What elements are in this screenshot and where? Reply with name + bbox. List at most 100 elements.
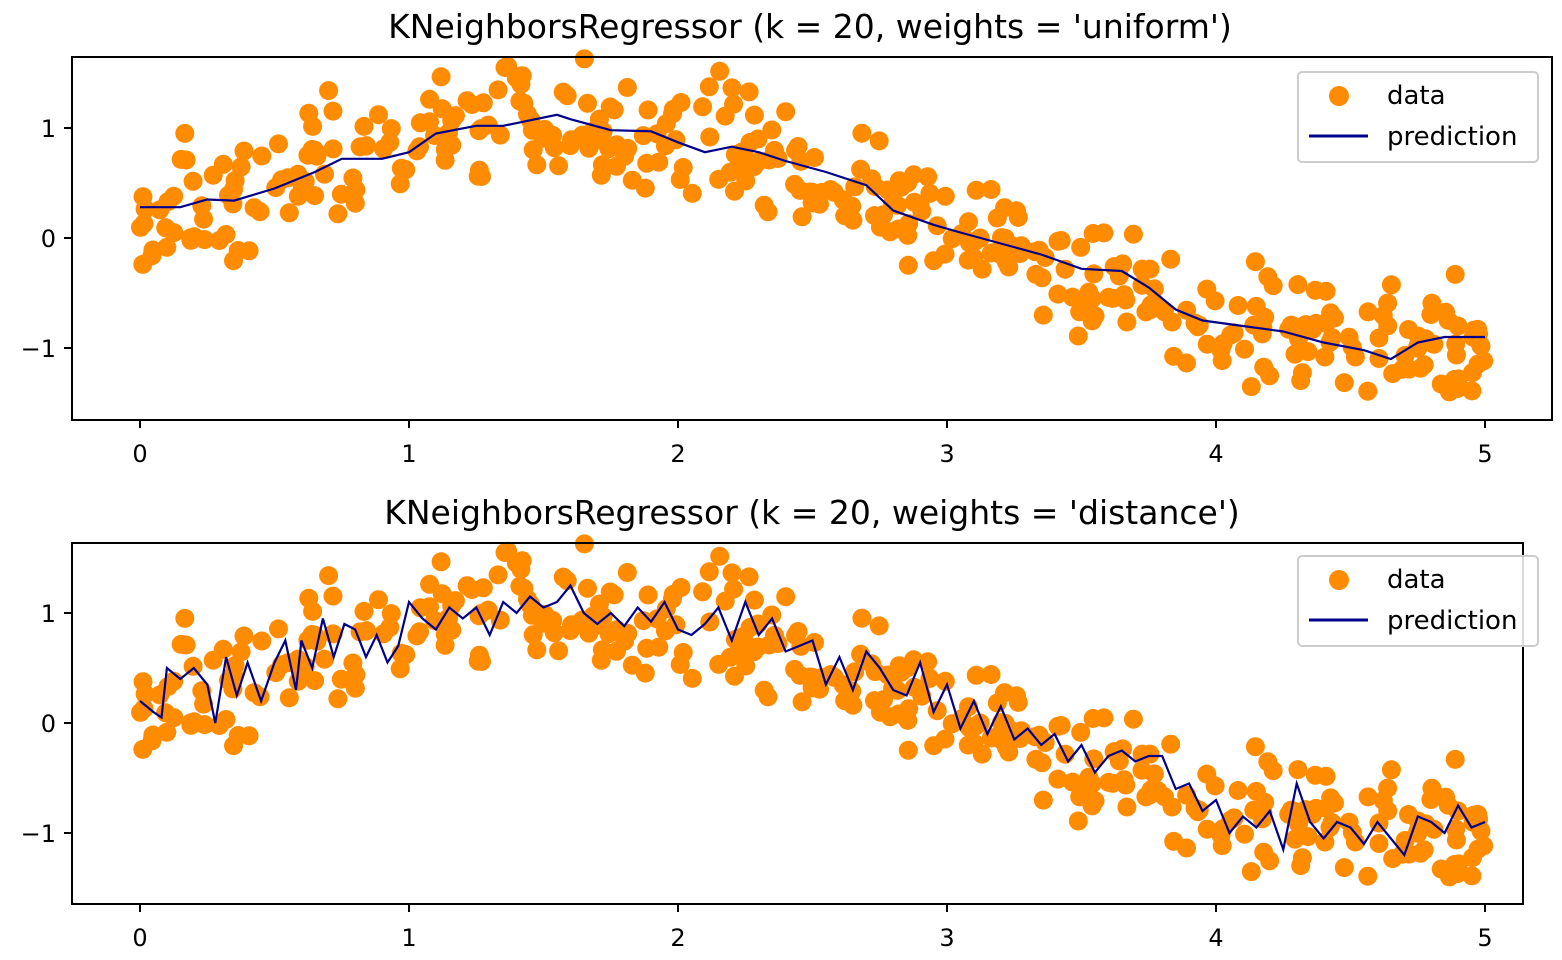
- data-point: [328, 204, 348, 224]
- data-point: [883, 193, 903, 213]
- data-point: [578, 578, 597, 598]
- data-point: [710, 61, 730, 81]
- data-point: [279, 203, 299, 223]
- data-point: [852, 608, 872, 628]
- data-point: [560, 621, 580, 641]
- data-point: [131, 702, 150, 722]
- data-point: [331, 184, 351, 204]
- data-point: [346, 665, 366, 685]
- x-tick-label: 4: [1208, 924, 1223, 952]
- data-point: [599, 139, 619, 159]
- data-point: [725, 181, 744, 201]
- x-tick-label: 1: [401, 440, 416, 468]
- data-point: [999, 742, 1019, 762]
- data-point: [1197, 764, 1217, 784]
- data-point: [472, 167, 491, 186]
- data-point: [899, 214, 919, 234]
- x-tick-label: 5: [1477, 440, 1492, 468]
- data-point: [1235, 824, 1254, 844]
- x-tick-label: 2: [670, 924, 685, 952]
- data-point: [192, 196, 212, 216]
- data-point: [935, 671, 955, 691]
- data-point: [252, 146, 272, 166]
- data-scatter: [131, 534, 1494, 887]
- x-tick-label: 3: [939, 924, 954, 952]
- data-point: [181, 230, 201, 250]
- data-point: [288, 186, 308, 206]
- data-point: [315, 649, 334, 669]
- data-point: [987, 693, 1007, 713]
- y-axis: 1 0 −1: [21, 600, 72, 848]
- data-point: [700, 612, 720, 632]
- data-point: [722, 78, 742, 98]
- data-point: [765, 625, 784, 645]
- data-point: [899, 699, 919, 719]
- data-point: [239, 726, 259, 746]
- data-point: [762, 605, 782, 625]
- data-point: [133, 254, 153, 274]
- data-point: [1114, 770, 1134, 790]
- data-point: [1378, 293, 1398, 313]
- data-point: [490, 125, 510, 145]
- data-point: [1253, 803, 1273, 822]
- data-point: [1035, 248, 1055, 267]
- data-point: [164, 708, 184, 728]
- data-point: [785, 659, 805, 679]
- data-point: [135, 199, 155, 219]
- data-point: [1048, 231, 1068, 251]
- data-point: [1315, 347, 1335, 367]
- data-point: [1260, 851, 1280, 871]
- data-point: [239, 241, 259, 261]
- data-point: [1048, 716, 1068, 736]
- data-point: [369, 590, 388, 610]
- data-point: [638, 100, 658, 120]
- data-point: [1289, 814, 1308, 834]
- data-point: [981, 180, 1001, 199]
- data-point: [1189, 800, 1209, 820]
- data-point: [1141, 295, 1161, 315]
- data-point: [942, 229, 962, 249]
- x-axis: 0 1 2 3 4 5: [132, 904, 1493, 952]
- data-point: [1438, 795, 1458, 815]
- data-point: [604, 100, 624, 120]
- data-point: [420, 112, 439, 132]
- data-point: [224, 180, 243, 199]
- data-point: [345, 678, 365, 698]
- data-point: [739, 82, 759, 102]
- data-point: [981, 243, 1001, 263]
- data-point: [131, 217, 150, 237]
- data-point: [904, 165, 924, 185]
- data-point: [1228, 781, 1248, 800]
- data-point: [1431, 859, 1451, 879]
- data-point: [865, 691, 884, 711]
- data-point: [1446, 819, 1466, 839]
- data-point: [323, 586, 343, 606]
- data-point: [1132, 259, 1152, 279]
- data-point: [1334, 858, 1354, 878]
- data-point: [512, 66, 532, 86]
- data-point: [431, 67, 451, 87]
- data-point: [754, 195, 774, 215]
- data-point: [472, 652, 491, 671]
- data-point: [924, 736, 944, 756]
- y-tick-label: 1: [41, 600, 56, 628]
- data-point: [966, 180, 986, 200]
- y-tick-label: −1: [21, 820, 56, 848]
- data-point: [432, 584, 452, 604]
- data-point: [1260, 366, 1280, 386]
- chart-title: KNeighborsRegressor (k = 20, weights = '…: [388, 7, 1232, 46]
- data-point: [527, 640, 547, 660]
- data-point: [150, 200, 170, 220]
- legend: data prediction: [1297, 71, 1539, 163]
- data-point: [617, 563, 637, 582]
- data-point: [649, 637, 669, 657]
- data-point: [157, 237, 177, 257]
- data-point: [1068, 811, 1088, 831]
- data-point: [269, 619, 288, 639]
- data-point: [762, 120, 782, 140]
- data-point: [1462, 866, 1482, 886]
- data-point: [880, 707, 900, 727]
- data-point: [1408, 338, 1428, 358]
- data-point: [1289, 329, 1308, 349]
